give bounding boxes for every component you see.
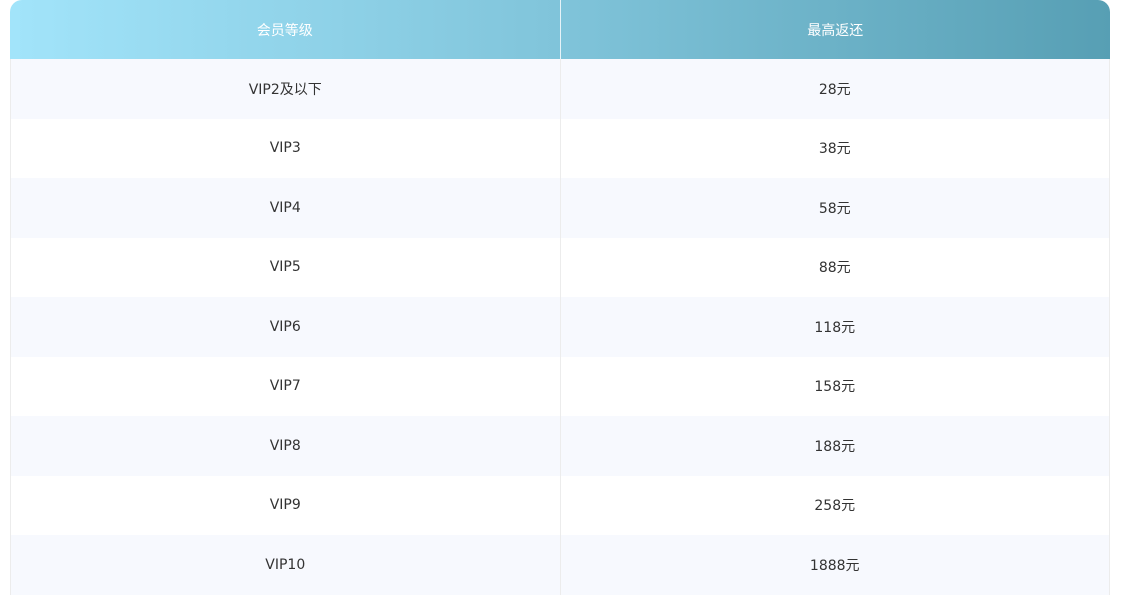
header-max-rebate: 最高返还 (807, 22, 864, 39)
member-level-cell: VIP6 (10, 297, 561, 357)
table-row: VIP5 88元 (10, 237, 1110, 297)
member-level-cell: VIP2及以下 (10, 59, 561, 119)
table-row: VIP9 258元 (10, 475, 1110, 535)
member-level-cell: VIP8 (10, 416, 561, 476)
max-rebate-cell: 28元 (561, 59, 1110, 119)
max-rebate-cell: 258元 (561, 475, 1110, 535)
max-rebate-cell: 118元 (561, 297, 1110, 357)
member-level-cell: VIP4 (10, 178, 561, 238)
vip-rebate-table: 会员等级 最高返还 VIP2及以下 28元 VIP3 38元 VIP4 58元 VIP5 88… (10, 0, 1110, 595)
member-level-cell: VIP10 (10, 535, 561, 595)
header-member-level: 会员等级 (10, 0, 561, 59)
max-rebate-cell: 1888元 (561, 535, 1110, 595)
table-row: VIP4 58元 (10, 178, 1110, 238)
max-rebate-cell: 158元 (561, 356, 1110, 416)
max-rebate-cell: 188元 (561, 416, 1110, 476)
table-row: VIP3 38元 (10, 118, 1110, 178)
table-row: VIP10 1888元 (10, 535, 1110, 595)
member-level-cell: VIP9 (10, 475, 561, 535)
table-body: VIP2及以下 28元 VIP3 38元 VIP4 58元 VIP5 88元 VIP6 118元 V… (10, 59, 1110, 595)
max-rebate-cell: 88元 (561, 237, 1110, 297)
member-level-cell: VIP7 (10, 356, 561, 416)
member-level-cell: VIP3 (10, 118, 561, 178)
member-level-cell: VIP5 (10, 237, 561, 297)
max-rebate-cell: 38元 (561, 118, 1110, 178)
table-row: VIP6 118元 (10, 297, 1110, 357)
table-header: 会员等级 最高返还 (10, 0, 1110, 59)
table-row: VIP2及以下 28元 (10, 59, 1110, 119)
table-row: VIP7 158元 (10, 356, 1110, 416)
max-rebate-cell: 58元 (561, 178, 1110, 238)
table-row: VIP8 188元 (10, 416, 1110, 476)
